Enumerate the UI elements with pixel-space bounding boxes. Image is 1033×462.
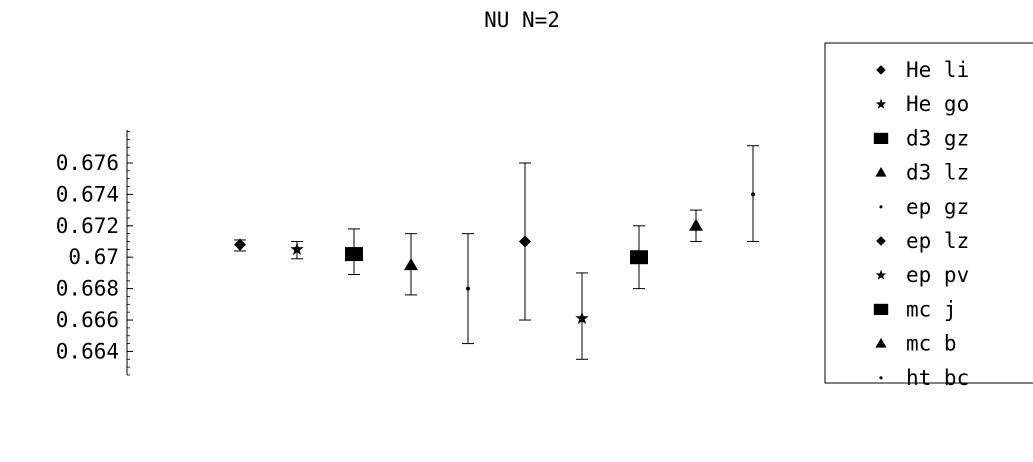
y-tick-label: 0.672 [56,214,119,238]
point-marker-star [575,311,589,325]
legend-marker-star [875,98,887,109]
y-tick-label: 0.676 [56,151,119,175]
legend-label: mc j [906,297,957,321]
data-point [462,233,474,345]
legend-box [824,42,1033,384]
data-point [404,233,418,296]
point-marker-triangle [404,258,418,271]
legend-item: mc b [875,332,957,356]
y-tick-label: 0.664 [56,339,119,363]
data-point [630,225,648,290]
legend-item: mc j [873,297,957,321]
legend-label: d3 lz [906,161,969,185]
data-point [234,238,246,252]
legend-item: He go [875,92,969,116]
data-point [575,272,589,360]
legend-item: d3 gz [873,126,969,150]
data-point [345,228,363,275]
point-marker-dot [751,192,755,197]
legend-label: ep lz [906,229,969,253]
legend-marker-square [873,303,889,315]
legend-marker-diamond [876,236,886,246]
legend-marker-triangle [875,338,887,348]
legend-marker-star [875,269,887,280]
point-marker-dot [466,286,470,291]
legend-items: He li He go d3 gz d3 lz ep gz ep lz ep pv mc j m… [873,58,969,390]
y-tick-label: 0.668 [56,277,119,301]
legend-item: d3 lz [875,161,969,185]
point-marker-star [290,242,304,256]
data-point [290,241,304,260]
legend-item: ep lz [876,229,969,253]
legend-label: He go [906,92,969,116]
data-point [519,162,531,321]
legend-marker-diamond [876,65,886,75]
y-axis: 0.664 0.666 0.668 0.67 0.672 0.674 0.676 [56,130,133,376]
data-point [747,145,759,243]
legend-item: ht bc [879,366,969,390]
legend-label: d3 gz [906,126,969,150]
legend-marker-dot [879,376,883,380]
y-tick-label: 0.674 [56,182,119,206]
legend-marker-dot [879,205,883,209]
point-marker-diamond [234,238,246,251]
legend-item: ep gz [879,195,969,219]
point-marker-triangle [689,218,703,231]
legend-item: He li [876,58,969,82]
legend: He li He go d3 gz d3 lz ep gz ep lz ep pv mc j m… [824,42,1033,390]
legend-label: He li [906,58,969,82]
y-tick-label: 0.67 [68,245,119,269]
legend-label: ep gz [906,195,969,219]
legend-label: ep pv [906,263,969,287]
chart-title: NU N=2 [484,8,560,32]
point-marker-square [630,250,648,265]
legend-label: ht bc [906,366,969,390]
legend-marker-square [873,132,889,144]
point-marker-diamond [519,235,531,248]
data-points [234,145,759,360]
legend-item: ep pv [875,263,969,287]
y-tick-label: 0.666 [56,308,119,332]
data-point [689,209,703,243]
legend-label: mc b [906,332,957,356]
point-marker-square [345,247,363,262]
legend-marker-triangle [875,167,887,177]
